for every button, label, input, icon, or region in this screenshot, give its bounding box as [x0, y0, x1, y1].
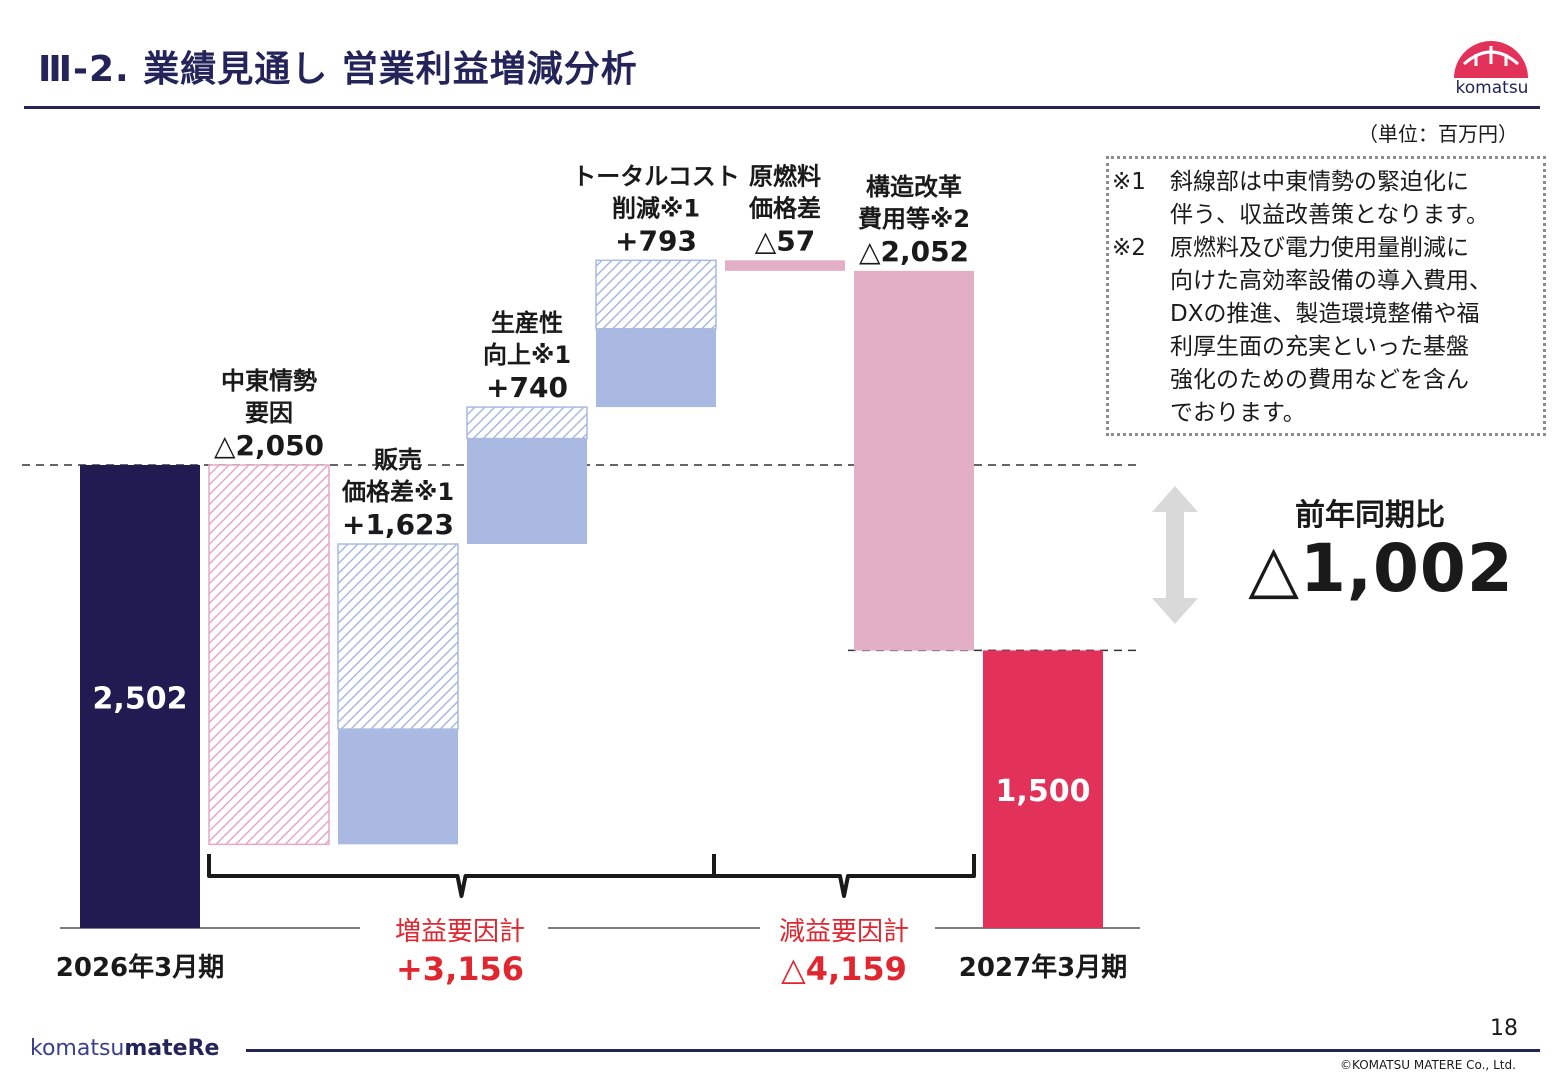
group-value-increase: +3,156 — [396, 950, 524, 988]
note-line: 斜線部は中東情勢の緊迫化に — [1170, 169, 1469, 195]
brace-increase — [207, 854, 716, 898]
note-mark: ※1 — [1112, 169, 1146, 195]
note-line: 利厚生面の充実といった基盤 — [1170, 334, 1469, 360]
category-label-restructure: 費用等※2 — [858, 205, 970, 233]
title-divider — [24, 106, 1540, 109]
note-line: DXの推進、製造環境整備や福 — [1170, 301, 1480, 327]
note-body: 斜線部は中東情勢の緊迫化に 伴う、収益改善策となります。 — [1170, 166, 1550, 232]
bar-start — [80, 465, 200, 928]
category-label-costcut: トータルコスト — [572, 162, 740, 190]
brace-decrease — [712, 854, 976, 898]
category-label-costcut: 削減※1 — [612, 194, 700, 222]
note-body: 原燃料及び電力使用量削減に 向けた高効率設備の導入費用、 DXの推進、製造環境整備や… — [1170, 232, 1550, 430]
page-number: 18 — [1490, 1016, 1518, 1041]
footer-divider — [246, 1049, 1540, 1052]
category-label-productivity: 向上※1 — [483, 341, 571, 369]
category-label-mideast: 中東情勢 — [221, 367, 317, 395]
note-1: ※1 斜線部は中東情勢の緊迫化に 伴う、収益改善策となります。 — [1112, 166, 1489, 228]
axis-label-start: 2026年3月期 — [56, 952, 224, 983]
category-label-fuel: 原燃料 — [749, 162, 821, 190]
bar-price-hatched — [337, 543, 459, 730]
note-line: 向けた高効率設備の導入費用、 — [1170, 268, 1492, 294]
category-label-fuel: 価格差 — [748, 194, 821, 222]
value-label-fuel: △57 — [755, 224, 816, 257]
komatsu-logo-icon — [1454, 41, 1528, 78]
double-arrow-icon — [1152, 486, 1198, 624]
note-line: 伴う、収益改善策となります。 — [1170, 202, 1490, 228]
unit-label: （単位：百万円） — [1358, 122, 1518, 146]
value-label-mideast: △2,050 — [214, 429, 324, 462]
bar-mideast — [208, 464, 330, 846]
yoy-value: △1,002 — [1248, 530, 1514, 607]
note-line: でおります。 — [1170, 400, 1306, 426]
note-line: 強化のための費用などを含ん — [1170, 367, 1469, 393]
value-label-costcut: +793 — [615, 224, 697, 257]
note-mark: ※2 — [1112, 235, 1146, 261]
bar-end — [983, 650, 1103, 928]
category-label-price: 価格差※1 — [341, 478, 454, 506]
page-title: Ⅲ-2. 業績見通し 営業利益増減分析 — [38, 49, 638, 90]
footer-logo-left: komatsu — [30, 1036, 125, 1061]
group-label-decrease: 減益要因計 — [779, 917, 909, 947]
bar-productivity-hatched — [466, 406, 588, 440]
category-label-mideast: 要因 — [245, 399, 293, 427]
value-label-productivity: +740 — [486, 371, 568, 404]
bar-fuel — [725, 260, 845, 271]
footer-logo-right: mateRe — [124, 1036, 220, 1061]
copyright: ©KOMATSU MATERE Co., Ltd. — [1340, 1058, 1516, 1072]
bar-restructure — [854, 270, 974, 651]
bar-costcut-hatched — [595, 259, 717, 330]
bar-value-end: 1,500 — [996, 774, 1091, 809]
note-2: ※2 原燃料及び電力使用量削減に 向けた高効率設備の導入費用、 DXの推進、製造環境整… — [1112, 232, 1492, 426]
bar-value-start: 2,502 — [93, 682, 188, 717]
value-label-restructure: △2,052 — [859, 235, 969, 268]
yoy-label: 前年同期比 — [1295, 498, 1445, 533]
group-label-increase: 増益要因計 — [395, 917, 525, 947]
group-value-decrease: △4,159 — [781, 950, 907, 988]
category-label-restructure: 構造改革 — [866, 173, 962, 201]
note-line: 原燃料及び電力使用量削減に — [1170, 235, 1469, 261]
logo-text: komatsu — [1455, 78, 1529, 98]
value-label-price: +1,623 — [342, 508, 454, 541]
category-label-productivity: 生産性 — [491, 309, 563, 337]
footer-logo: komatsumateRe — [30, 1036, 219, 1061]
axis-label-end: 2027年3月期 — [959, 952, 1127, 983]
notes-box — [1106, 156, 1546, 436]
category-label-price: 販売 — [374, 446, 422, 474]
